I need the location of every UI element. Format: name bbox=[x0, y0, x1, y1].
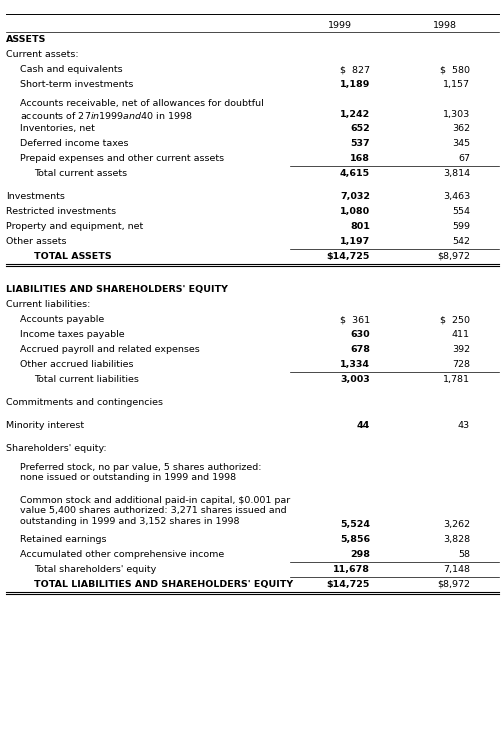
Text: 1,303: 1,303 bbox=[443, 110, 470, 118]
Text: 652: 652 bbox=[350, 124, 370, 133]
Text: TOTAL LIABILITIES AND SHAREHOLDERS' EQUITY: TOTAL LIABILITIES AND SHAREHOLDERS' EQUI… bbox=[34, 580, 293, 589]
Text: Short-term investments: Short-term investments bbox=[20, 80, 133, 89]
Text: 1,242: 1,242 bbox=[340, 110, 370, 118]
Text: LIABILITIES AND SHAREHOLDERS' EQUITY: LIABILITIES AND SHAREHOLDERS' EQUITY bbox=[6, 285, 228, 294]
Text: 1,334: 1,334 bbox=[340, 360, 370, 369]
Text: 168: 168 bbox=[350, 154, 370, 163]
Text: Investments: Investments bbox=[6, 192, 65, 201]
Text: 1,781: 1,781 bbox=[443, 375, 470, 384]
Text: 4,615: 4,615 bbox=[340, 169, 370, 178]
Text: 1998: 1998 bbox=[433, 20, 457, 29]
Text: Total current assets: Total current assets bbox=[34, 169, 127, 178]
Text: 537: 537 bbox=[351, 139, 370, 148]
Text: 3,828: 3,828 bbox=[443, 535, 470, 544]
Text: Accounts payable: Accounts payable bbox=[20, 315, 104, 324]
Text: $8,972: $8,972 bbox=[437, 580, 470, 589]
Text: Property and equipment, net: Property and equipment, net bbox=[6, 222, 143, 231]
Text: $  250: $ 250 bbox=[440, 315, 470, 324]
Text: Income taxes payable: Income taxes payable bbox=[20, 330, 125, 339]
Text: 5,524: 5,524 bbox=[340, 520, 370, 529]
Text: 599: 599 bbox=[452, 222, 470, 231]
Text: Retained earnings: Retained earnings bbox=[20, 535, 107, 544]
Text: $8,972: $8,972 bbox=[437, 252, 470, 261]
Text: Shareholders' equity:: Shareholders' equity: bbox=[6, 444, 107, 453]
Text: Restricted investments: Restricted investments bbox=[6, 207, 116, 216]
Text: 1,157: 1,157 bbox=[443, 80, 470, 89]
Text: $  827: $ 827 bbox=[340, 65, 370, 74]
Text: 11,678: 11,678 bbox=[333, 565, 370, 574]
Text: Commitments and contingencies: Commitments and contingencies bbox=[6, 398, 163, 407]
Text: Accounts receivable, net of allowances for doubtful
accounts of $27 in 1999 and : Accounts receivable, net of allowances f… bbox=[20, 99, 264, 121]
Text: 554: 554 bbox=[452, 207, 470, 216]
Text: 67: 67 bbox=[458, 154, 470, 163]
Text: Accumulated other comprehensive income: Accumulated other comprehensive income bbox=[20, 550, 224, 559]
Text: Preferred stock, no par value, 5 shares authorized:
none issued or outstanding i: Preferred stock, no par value, 5 shares … bbox=[20, 463, 262, 482]
Text: Accrued payroll and related expenses: Accrued payroll and related expenses bbox=[20, 345, 200, 354]
Text: 362: 362 bbox=[452, 124, 470, 133]
Text: $  580: $ 580 bbox=[440, 65, 470, 74]
Text: Other assets: Other assets bbox=[6, 237, 66, 246]
Text: 7,032: 7,032 bbox=[340, 192, 370, 201]
Text: Other accrued liabilities: Other accrued liabilities bbox=[20, 360, 133, 369]
Text: 411: 411 bbox=[452, 330, 470, 339]
Text: 3,814: 3,814 bbox=[443, 169, 470, 178]
Text: Common stock and additional paid-in capital, $0.001 par
value 5,400 shares autho: Common stock and additional paid-in capi… bbox=[20, 496, 290, 526]
Text: Cash and equivalents: Cash and equivalents bbox=[20, 65, 123, 74]
Text: 7,148: 7,148 bbox=[443, 565, 470, 574]
Text: $14,725: $14,725 bbox=[326, 580, 370, 589]
Text: ASSETS: ASSETS bbox=[6, 35, 46, 44]
Text: Prepaid expenses and other current assets: Prepaid expenses and other current asset… bbox=[20, 154, 224, 163]
Text: Current liabilities:: Current liabilities: bbox=[6, 300, 91, 309]
Text: Deferred income taxes: Deferred income taxes bbox=[20, 139, 128, 148]
Text: 1,080: 1,080 bbox=[340, 207, 370, 216]
Text: $14,725: $14,725 bbox=[326, 252, 370, 261]
Text: 542: 542 bbox=[452, 237, 470, 246]
Text: 5,856: 5,856 bbox=[340, 535, 370, 544]
Text: 1,189: 1,189 bbox=[340, 80, 370, 89]
Text: Total shareholders' equity: Total shareholders' equity bbox=[34, 565, 156, 574]
Text: 1999: 1999 bbox=[328, 20, 352, 29]
Text: 43: 43 bbox=[458, 421, 470, 430]
Text: 801: 801 bbox=[350, 222, 370, 231]
Text: 58: 58 bbox=[458, 550, 470, 559]
Text: 298: 298 bbox=[350, 550, 370, 559]
Text: 630: 630 bbox=[351, 330, 370, 339]
Text: 3,463: 3,463 bbox=[443, 192, 470, 201]
Text: Total current liabilities: Total current liabilities bbox=[34, 375, 139, 384]
Text: 345: 345 bbox=[452, 139, 470, 148]
Text: 678: 678 bbox=[350, 345, 370, 354]
Text: Inventories, net: Inventories, net bbox=[20, 124, 95, 133]
Text: $  361: $ 361 bbox=[340, 315, 370, 324]
Text: 728: 728 bbox=[452, 360, 470, 369]
Text: 392: 392 bbox=[452, 345, 470, 354]
Text: 44: 44 bbox=[357, 421, 370, 430]
Text: 3,262: 3,262 bbox=[443, 520, 470, 529]
Text: Current assets:: Current assets: bbox=[6, 50, 78, 59]
Text: 1,197: 1,197 bbox=[340, 237, 370, 246]
Text: TOTAL ASSETS: TOTAL ASSETS bbox=[34, 252, 112, 261]
Text: Minority interest: Minority interest bbox=[6, 421, 84, 430]
Text: 3,003: 3,003 bbox=[340, 375, 370, 384]
